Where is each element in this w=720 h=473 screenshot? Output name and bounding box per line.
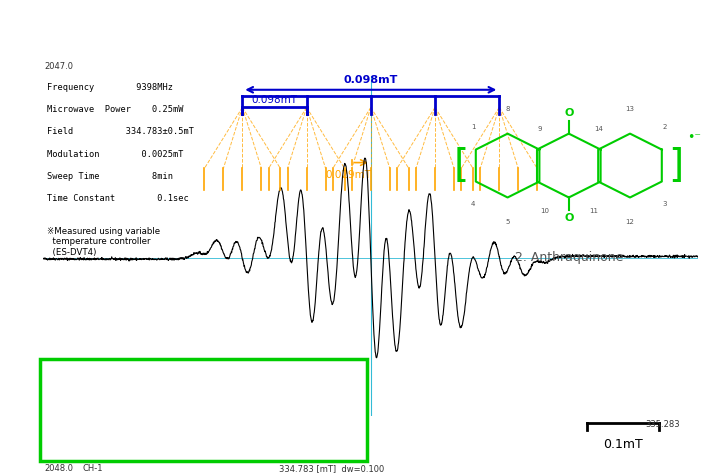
Text: 13: 13 — [626, 106, 634, 112]
Text: O: O — [564, 213, 574, 223]
Text: 4: 4 — [471, 201, 475, 207]
Text: 12: 12 — [626, 219, 634, 225]
Text: Frequency        9398MHz: Frequency 9398MHz — [47, 83, 173, 92]
Text: Sweep Time          8min: Sweep Time 8min — [47, 172, 173, 181]
Text: 9: 9 — [537, 126, 541, 132]
Text: 0.029mT: 0.029mT — [325, 170, 372, 180]
Text: •⁻: •⁻ — [688, 131, 701, 144]
Text: Supporting Electrolyte :  N(Pr)4+ Br-  100mM: Supporting Electrolyte : N(Pr)4+ Br- 100… — [47, 382, 297, 392]
Text: 335.283: 335.283 — [646, 420, 680, 429]
Text: 0.098mT: 0.098mT — [343, 75, 398, 85]
Text: 8: 8 — [505, 106, 510, 112]
Text: 3: 3 — [662, 201, 667, 207]
Text: 0.098mT: 0.098mT — [251, 95, 297, 105]
Text: 5: 5 — [505, 219, 510, 225]
Text: 2: 2 — [662, 124, 667, 130]
Text: 1: 1 — [471, 124, 476, 130]
Text: 2. Anthraquinone: 2. Anthraquinone — [515, 251, 623, 264]
Text: Solvent:                           DMF     5ml: Solvent: DMF 5ml — [47, 400, 250, 410]
Text: O: O — [564, 108, 574, 118]
Text: ※Measured using variable
  temperature controller
  (ES-DVT4): ※Measured using variable temperature con… — [47, 227, 160, 257]
Text: Field          334.783±0.5mT: Field 334.783±0.5mT — [47, 127, 194, 136]
Text: Microwave  Power    0.25mW: Microwave Power 0.25mW — [47, 105, 184, 114]
Text: 2047.0: 2047.0 — [45, 61, 73, 70]
Text: Modulation        0.0025mT: Modulation 0.0025mT — [47, 149, 184, 158]
Text: CH-1: CH-1 — [83, 464, 103, 473]
Text: 334.283: 334.283 — [45, 420, 79, 429]
Text: 334.783 [mT]  dw=0.100: 334.783 [mT] dw=0.100 — [279, 464, 384, 473]
Text: 0.1mT: 0.1mT — [603, 438, 643, 451]
Text: 10: 10 — [540, 208, 549, 214]
Text: 14: 14 — [594, 126, 603, 132]
Text: 11: 11 — [589, 208, 598, 214]
Text: Time Constant        0.1sec: Time Constant 0.1sec — [47, 194, 189, 203]
Text: ]: ] — [669, 147, 684, 184]
Text: [: [ — [454, 147, 469, 184]
Text: 2048.0: 2048.0 — [45, 464, 73, 473]
Text: Sample : Anthraquinone                  1mM: Sample : Anthraquinone 1mM — [47, 363, 273, 373]
